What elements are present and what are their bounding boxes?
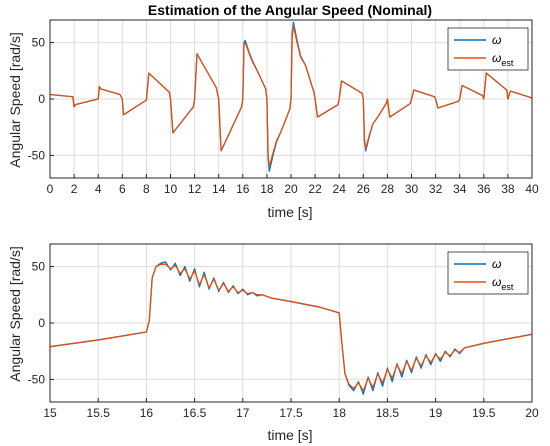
ticks-top: 0 2 4 6 8 10 12 14 16 18 20 22 24 26 28 30 32 34 36 38 40-50… xyxy=(28,36,539,196)
x-tick-label-top-16: 32 xyxy=(429,182,443,196)
x-tick-label-bottom-8: 19 xyxy=(429,406,443,420)
x-axis-label-bottom: time [s] xyxy=(267,427,312,443)
ticks-bottom: 15 15.5 16 16.5 17 17.5 18 18.5 19 19.5 20 -50 0 50 xyxy=(28,260,539,420)
y-tick-label-top-2: 50 xyxy=(32,36,46,50)
x-tick-label-top-15: 30 xyxy=(405,182,419,196)
legend-label-top-omega: ω xyxy=(492,33,501,47)
x-tick-label-top-7: 14 xyxy=(212,182,226,196)
subplot-bottom: 15 15.5 16 16.5 17 17.5 18 18.5 19 19.5 20 -50 0 50 t… xyxy=(7,243,539,443)
x-tick-label-top-10: 20 xyxy=(284,182,298,196)
series-line-top-omega-est xyxy=(50,24,532,168)
y-tick-label-bottom-2: 50 xyxy=(32,260,46,274)
x-tick-label-bottom-2: 16 xyxy=(140,406,154,420)
x-tick-label-bottom-4: 17 xyxy=(236,406,250,420)
x-tick-label-bottom-5: 17.5 xyxy=(279,406,303,420)
x-tick-label-bottom-1: 15.5 xyxy=(87,406,111,420)
x-tick-label-top-3: 6 xyxy=(119,182,126,196)
x-tick-label-top-8: 16 xyxy=(236,182,250,196)
x-tick-label-top-12: 24 xyxy=(333,182,347,196)
x-tick-label-bottom-7: 18.5 xyxy=(376,406,400,420)
y-tick-label-bottom-1: 0 xyxy=(38,316,45,330)
legend-bottom: ω ωest xyxy=(447,251,529,295)
series-layer-bottom xyxy=(50,261,532,395)
x-tick-label-top-11: 22 xyxy=(308,182,322,196)
y-tick-label-top-0: -50 xyxy=(28,148,46,162)
legend-label-top-omega-est: ωest xyxy=(492,51,514,68)
x-tick-label-bottom-6: 18 xyxy=(333,406,347,420)
legend-box-top xyxy=(447,27,529,71)
x-tick-label-top-20: 40 xyxy=(525,182,539,196)
x-axis-label-top: time [s] xyxy=(267,204,312,220)
x-tick-label-top-6: 12 xyxy=(188,182,202,196)
series-layer-top xyxy=(50,21,532,172)
x-tick-label-top-1: 2 xyxy=(71,182,78,196)
y-tick-label-bottom-0: -50 xyxy=(28,372,46,386)
x-tick-label-top-14: 28 xyxy=(381,182,395,196)
x-tick-label-top-19: 38 xyxy=(501,182,515,196)
chart-title: Estimation of the Angular Speed (Nominal… xyxy=(148,2,432,18)
x-tick-label-bottom-0: 15 xyxy=(43,406,57,420)
legend-top: ω ωest xyxy=(447,27,529,71)
x-tick-label-bottom-3: 16.5 xyxy=(183,406,207,420)
x-tick-label-bottom-10: 20 xyxy=(525,406,539,420)
y-tick-label-top-1: 0 xyxy=(38,92,45,106)
x-tick-label-top-4: 8 xyxy=(143,182,150,196)
x-tick-label-top-0: 0 xyxy=(47,182,54,196)
y-axis-label-top: Angular Speed [rad/s] xyxy=(7,32,23,167)
legend-box-bottom xyxy=(447,251,529,295)
series-line-bottom-omega-est xyxy=(50,263,532,392)
x-tick-label-top-17: 34 xyxy=(453,182,467,196)
x-tick-label-top-9: 18 xyxy=(260,182,274,196)
y-axis-label-bottom: Angular Speed [rad/s] xyxy=(7,246,23,381)
x-tick-label-top-18: 36 xyxy=(477,182,491,196)
x-tick-label-bottom-9: 19.5 xyxy=(472,406,496,420)
x-tick-label-top-2: 4 xyxy=(95,182,102,196)
legend-label-bottom-omega-est: ωest xyxy=(492,275,514,292)
x-tick-label-top-13: 26 xyxy=(357,182,371,196)
x-tick-label-top-5: 10 xyxy=(164,182,178,196)
subplot-top: 0 2 4 6 8 10 12 14 16 18 20 22 24 26 28 30 32 34 36 38 40-50… xyxy=(7,19,539,220)
legend-label-bottom-omega: ω xyxy=(492,257,501,271)
